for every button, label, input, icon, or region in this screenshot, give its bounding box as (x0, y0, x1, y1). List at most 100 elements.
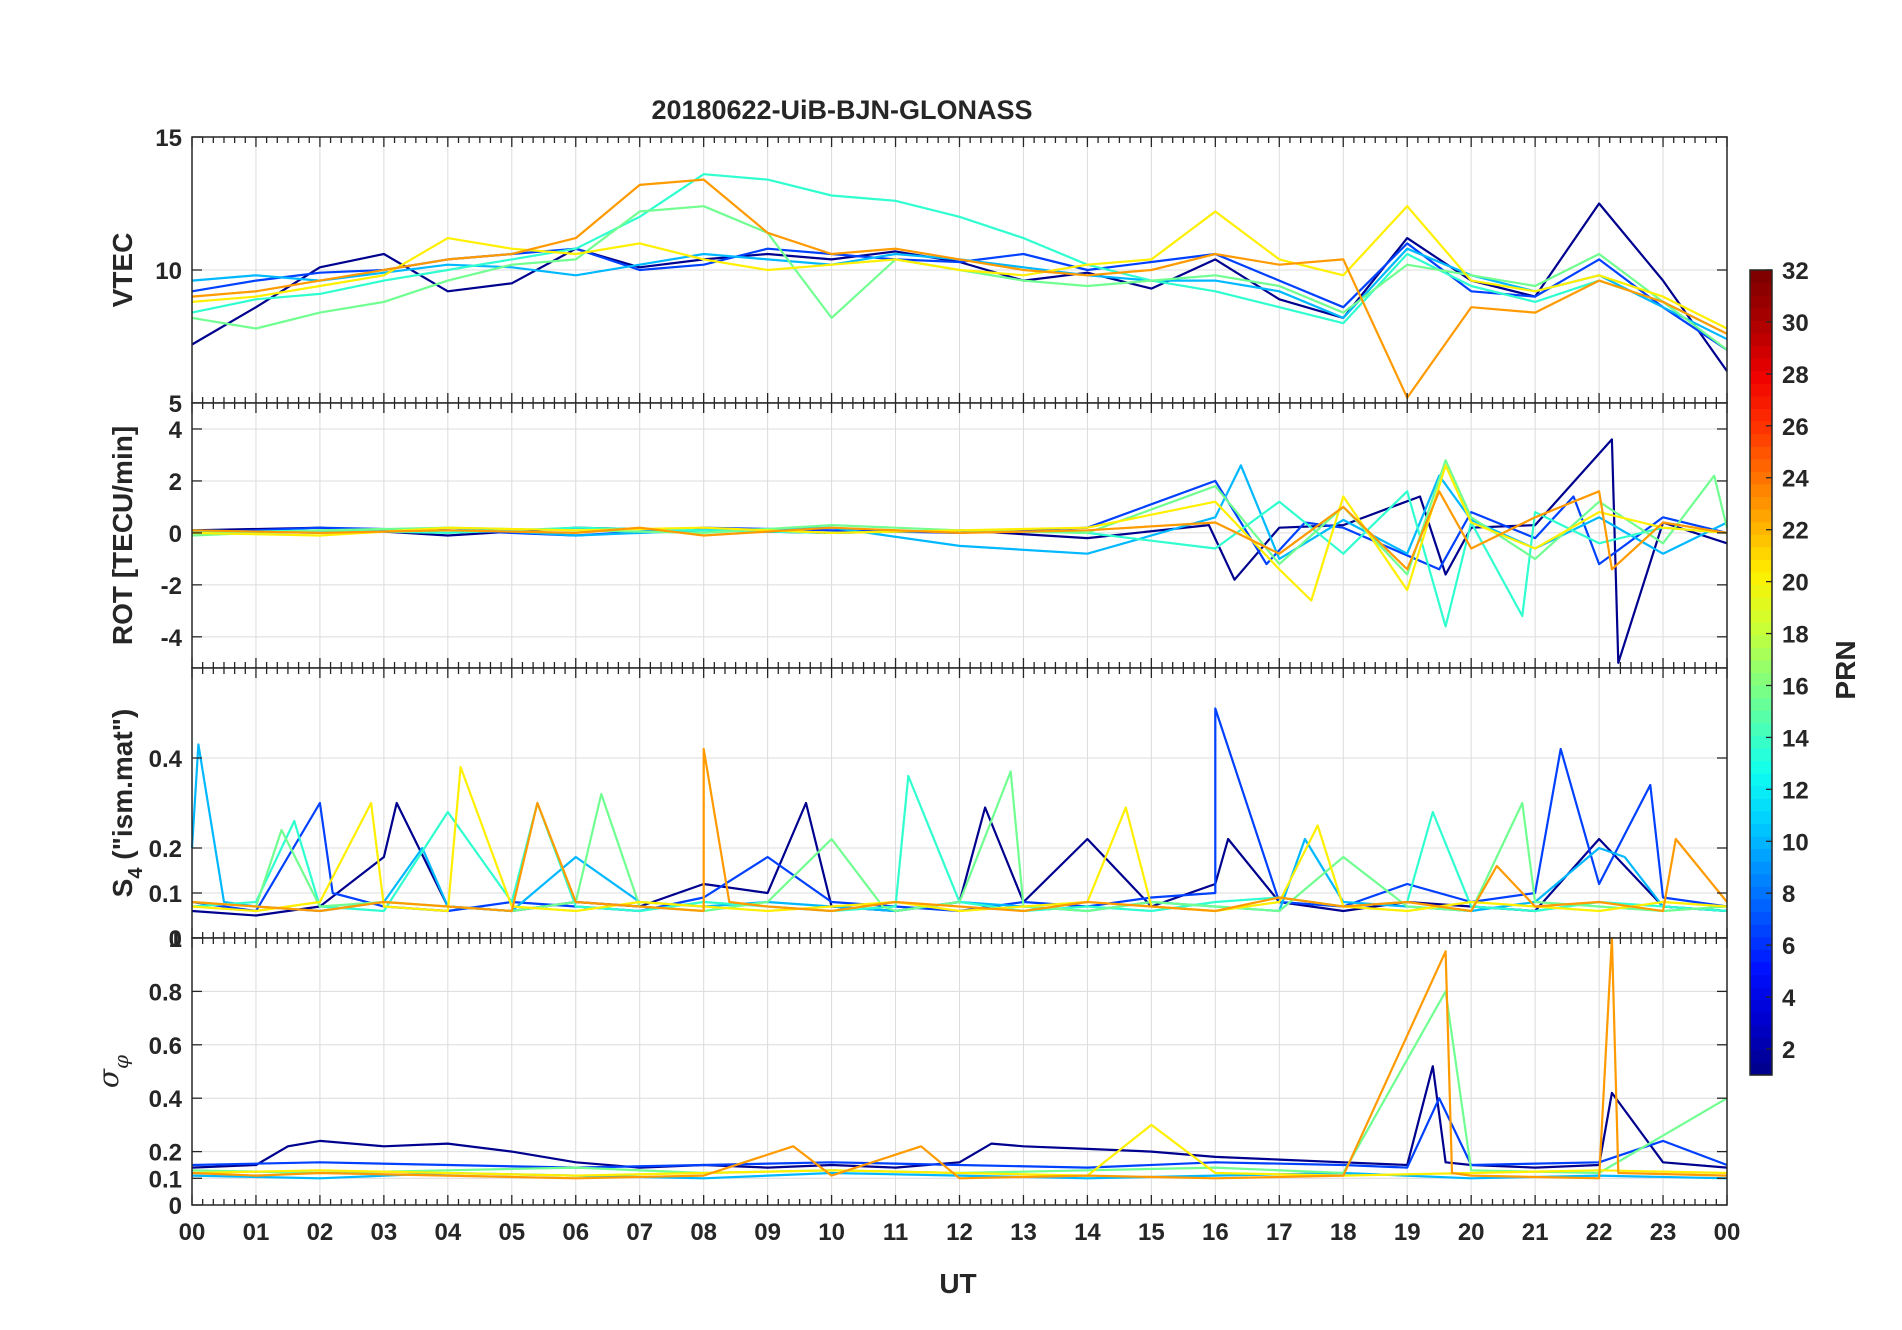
x-tick-label: 00 (179, 1219, 206, 1246)
y-tick-label: -4 (161, 625, 183, 652)
series-line-prn-23 (191, 747, 1728, 913)
x-tick-label: 00 (1714, 1219, 1741, 1246)
colorbar-segment (1750, 785, 1772, 799)
colorbar-tick-label: 24 (1782, 466, 1809, 493)
colorbar-segment (1750, 1062, 1772, 1076)
colorbar-tick-label: 12 (1782, 777, 1809, 804)
colorbar-segment (1750, 546, 1772, 560)
x-tick-label: 20 (1458, 1219, 1485, 1246)
y-tick-label: 15 (155, 125, 182, 152)
colorbar-segment (1750, 898, 1772, 913)
x-tick-label: 14 (1074, 1219, 1101, 1246)
series-line-prn-6 (191, 1097, 1728, 1169)
colorbar-segment (1750, 1024, 1772, 1038)
colorbar-tick-label: 30 (1782, 310, 1809, 337)
x-tick-label: 22 (1586, 1219, 1613, 1246)
y-axis-label-sigma_phi: σφ (92, 1055, 133, 1088)
panel-vtec: 5 10 15 VTEC (107, 125, 1728, 418)
y-axis-label-vtec: VTEC (107, 233, 138, 308)
colorbar-tick-label: 8 (1782, 881, 1795, 908)
colorbar-segment (1750, 999, 1772, 1013)
series-line-prn-23 (191, 936, 1728, 1180)
colorbar-segment (1750, 747, 1772, 762)
colorbar-segment (1750, 320, 1772, 334)
x-tick-label: 21 (1522, 1219, 1549, 1246)
x-tick-label: 13 (1010, 1219, 1037, 1246)
colorbar-segment (1750, 408, 1772, 422)
x-tick-label: 11 (883, 1219, 908, 1246)
colorbar-segment (1750, 496, 1772, 510)
colorbar-segment (1750, 282, 1772, 296)
colorbar-frame (1749, 269, 1773, 1076)
colorbar-segment (1750, 634, 1772, 648)
y-tick-label: 2 (169, 469, 182, 496)
colorbar-segment (1750, 697, 1772, 711)
colorbar-segment (1750, 873, 1772, 887)
x-tick-label: 17 (1266, 1219, 1293, 1246)
colorbar-tick-label: 16 (1782, 673, 1809, 700)
y-axis-label-s4: S4 ("ism.mat") (107, 709, 147, 898)
colorbar-tick-label: 14 (1782, 725, 1809, 752)
x-tick-label: 10 (818, 1219, 845, 1246)
colorbar-segment (1750, 647, 1772, 661)
colorbar-segment (1750, 534, 1772, 548)
y-tick-label: 0.1 (149, 881, 182, 908)
colorbar-segment (1750, 433, 1772, 447)
y-tick-label: 0 (169, 1193, 182, 1220)
panel-rot: -4 -2 0 2 4 ROT [TECU/min] (107, 402, 1729, 669)
x-tick-label: 07 (626, 1219, 653, 1246)
colorbar-segment (1750, 358, 1772, 372)
colorbar-tick-label: 26 (1782, 414, 1809, 441)
colorbar-segment (1750, 836, 1772, 850)
colorbar-segment (1750, 974, 1772, 988)
colorbar-segment (1750, 961, 1772, 975)
x-axis-label: UT (939, 1268, 976, 1299)
panel-s4: 0 0.1 0.2 0.4S4 ("ism.mat") (107, 667, 1728, 953)
y-tick-label: 5 (169, 391, 182, 418)
x-tick-label: 18 (1330, 1219, 1357, 1246)
x-tick-label: 02 (307, 1219, 334, 1246)
colorbar-tick-label: 2 (1782, 1037, 1795, 1064)
y-tick-label: 0.4 (149, 1086, 183, 1113)
colorbar-segment (1750, 848, 1772, 862)
y-tick-label: 0 (169, 521, 182, 548)
colorbar-segment (1750, 559, 1772, 573)
y-tick-label: 0 (169, 926, 182, 953)
colorbar-segment (1750, 332, 1772, 347)
colorbar-segment (1750, 1012, 1772, 1026)
colorbar-segment (1750, 911, 1772, 925)
x-tick-label: 03 (371, 1219, 398, 1246)
chart-title: 20180622-UiB-BJN-GLONASS (651, 95, 1032, 125)
colorbar-segment (1750, 458, 1772, 472)
colorbar-segment (1750, 760, 1772, 774)
colorbar-segment (1750, 471, 1772, 485)
colorbar-segment (1750, 270, 1772, 284)
x-tick-label: 05 (498, 1219, 525, 1246)
colorbar-tick-label: 32 (1782, 258, 1809, 285)
colorbar-segment (1750, 735, 1772, 749)
colorbar-segment (1750, 508, 1772, 523)
x-tick-label: 06 (562, 1219, 589, 1246)
colorbar-segment (1750, 823, 1772, 837)
x-tick-label: 23 (1650, 1219, 1677, 1246)
x-tick-label: 08 (690, 1219, 717, 1246)
y-tick-label: 4 (169, 417, 183, 444)
y-tick-label: 0.6 (149, 1033, 182, 1060)
colorbar-segment (1750, 622, 1772, 636)
colorbar-segment (1750, 521, 1772, 535)
x-tick-label: 04 (434, 1219, 461, 1246)
colorbar-segment (1750, 722, 1772, 736)
colorbar-segment (1750, 798, 1772, 812)
x-tick-label: 16 (1202, 1219, 1229, 1246)
colorbar-segment (1750, 949, 1772, 963)
colorbar-segment (1750, 383, 1772, 397)
colorbar-segment (1750, 936, 1772, 950)
x-tick-label: 15 (1138, 1219, 1165, 1246)
y-tick-label: 0.2 (149, 1140, 182, 1167)
colorbar-segment (1750, 295, 1772, 309)
x-tick-label: 12 (946, 1219, 973, 1246)
colorbar-segment (1750, 773, 1772, 787)
